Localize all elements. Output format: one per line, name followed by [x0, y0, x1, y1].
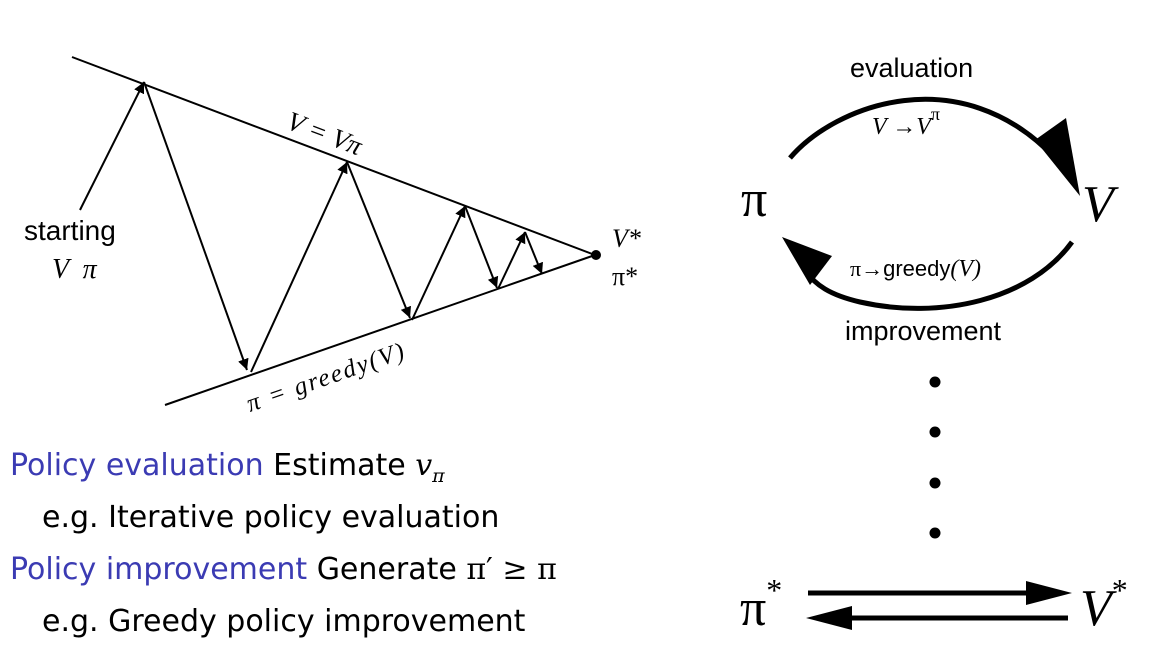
- pi-star-label: π*: [612, 262, 638, 291]
- dot: [929, 376, 941, 388]
- zigzag-arrows: [79, 81, 543, 373]
- zigzag-arrow: [524, 231, 543, 275]
- evaluation-formula: V →Vπ: [872, 104, 940, 140]
- convergence-point: [591, 250, 601, 260]
- starting-label: starting: [24, 215, 116, 246]
- improvement-label: improvement: [845, 316, 1002, 346]
- v-pi-subscript: π: [432, 465, 445, 487]
- zigzag-arrow: [250, 161, 348, 373]
- dot: [929, 527, 941, 539]
- v-node: V: [1082, 176, 1119, 233]
- improvement-arc: [802, 240, 1075, 311]
- policy-evaluation-desc: Estimate: [273, 448, 416, 483]
- start-arrow: [79, 81, 145, 211]
- v-to-pi-arrowhead: [806, 606, 852, 630]
- policy-evaluation-term: Policy evaluation: [10, 448, 264, 483]
- v-star-label: V*: [612, 224, 641, 253]
- pi-to-v-arrowhead: [1026, 581, 1072, 605]
- improvement-arrowhead: [782, 237, 832, 285]
- pi-node: π: [741, 171, 767, 228]
- ellipsis-dots: [929, 376, 941, 539]
- policy-iteration-text: Policy evaluation Estimate vπ e.g. Itera…: [10, 440, 557, 648]
- policy-improvement-term: Policy improvement: [10, 552, 308, 587]
- gpi-cycle-diagram: evaluation V →Vπ π V π→greedy(V) improve…: [740, 53, 1128, 637]
- dot: [929, 477, 941, 489]
- zigzag-arrow: [143, 81, 249, 371]
- evaluation-arc: [788, 96, 1057, 160]
- policy-improvement-example: e.g. Greedy policy improvement: [42, 604, 526, 639]
- dot: [929, 426, 941, 438]
- value-line: [71, 56, 596, 256]
- zigzag-arrow: [497, 231, 526, 290]
- policy-evaluation-row: Policy evaluation Estimate vπ: [10, 440, 557, 492]
- pi-prime-math: π′ ≥ π: [466, 552, 557, 587]
- improvement-formula: π→greedy(V): [850, 256, 981, 282]
- pi-star-node: π*: [740, 572, 782, 637]
- policy-improvement-row: Policy improvement Generate π′ ≥ π: [10, 544, 557, 596]
- evaluation-arrowhead: [1035, 118, 1080, 196]
- policy-evaluation-example: e.g. Iterative policy evaluation: [42, 500, 500, 535]
- convergence-diagram: V = Vπ π = greedy(V) starting V π V* π*: [24, 56, 641, 418]
- zigzag-arrow: [464, 205, 499, 289]
- starting-v-pi: V π: [52, 254, 98, 285]
- zigzag-arrow: [346, 161, 411, 319]
- evaluation-label: evaluation: [850, 53, 973, 83]
- policy-improvement-desc: Generate: [316, 552, 467, 587]
- v-pi-math: v: [415, 448, 433, 483]
- v-star-node: V*: [1080, 572, 1128, 637]
- zigzag-arrow: [411, 205, 466, 321]
- greedy-line: [164, 254, 596, 406]
